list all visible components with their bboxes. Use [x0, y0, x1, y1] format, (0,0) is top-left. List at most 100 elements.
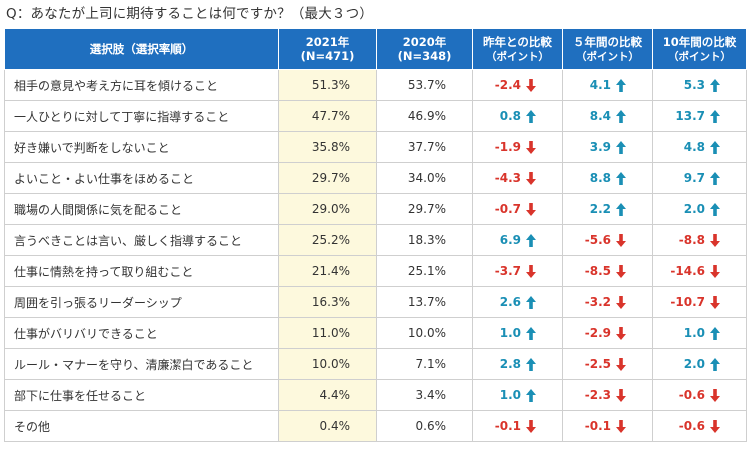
arrow-down-icon — [526, 140, 536, 154]
arrow-up-icon — [710, 140, 720, 154]
diff-10y-cell: 5.3 — [652, 69, 747, 101]
arrow-down-icon — [526, 171, 536, 185]
diff-5y-value: -2.3 — [584, 388, 611, 403]
diff-10y-value: 13.7 — [675, 109, 705, 124]
diff-10y-cell: -14.6 — [652, 255, 747, 287]
diff-5y-value: 2.2 — [589, 202, 611, 217]
diff-10y-value: 1.0 — [683, 326, 705, 341]
diff-5y-value: -2.9 — [584, 326, 611, 341]
diff-5y-cell: 4.1 — [562, 69, 653, 101]
header-2020: 2020年 (N=348) — [376, 28, 473, 70]
header-diff-10y: 10年間の比較 （ポイント） — [652, 28, 747, 70]
diff-10y-cell: 2.0 — [652, 348, 747, 380]
arrow-down-icon — [710, 419, 720, 433]
diff-5y-value: -3.2 — [584, 295, 611, 310]
row-label: 周囲を引っ張るリーダーシップ — [4, 286, 279, 318]
arrow-up-icon — [710, 78, 720, 92]
diff-5y-value: 8.8 — [589, 171, 611, 186]
diff-prev-cell: 0.8 — [472, 100, 563, 132]
row-label: 言うべきことは言い、厳しく指導すること — [4, 224, 279, 256]
value-2021: 4.4% — [278, 379, 377, 411]
row-label: よいこと・よい仕事をほめること — [4, 162, 279, 194]
table-row: その他 0.4% 0.6% -0.1 -0.1 -0.6 — [4, 410, 747, 442]
table-row: 職場の人間関係に気を配ること 29.0% 29.7% -0.7 2.2 2.0 — [4, 193, 747, 225]
diff-5y-cell: -0.1 — [562, 410, 653, 442]
arrow-down-icon — [526, 264, 536, 278]
arrow-up-icon — [526, 357, 536, 371]
arrow-down-icon — [710, 264, 720, 278]
value-2020: 10.0% — [376, 317, 473, 349]
diff-prev-cell: 6.9 — [472, 224, 563, 256]
diff-prev-cell: 2.8 — [472, 348, 563, 380]
row-label: ルール・マナーを守り、清廉潔白であること — [4, 348, 279, 380]
value-2021: 25.2% — [278, 224, 377, 256]
diff-prev-cell: -1.9 — [472, 131, 563, 163]
diff-10y-value: 4.8 — [683, 140, 705, 155]
table-row: 好き嫌いで判断をしないこと 35.8% 37.7% -1.9 3.9 4.8 — [4, 131, 747, 163]
value-2020: 7.1% — [376, 348, 473, 380]
arrow-down-icon — [526, 78, 536, 92]
header-diff-prev: 昨年との比較 （ポイント） — [472, 28, 563, 70]
header-2021: 2021年 (N=471) — [278, 28, 377, 70]
arrow-down-icon — [526, 419, 536, 433]
diff-10y-value: -0.6 — [678, 388, 705, 403]
arrow-down-icon — [616, 357, 626, 371]
value-2021: 11.0% — [278, 317, 377, 349]
arrow-up-icon — [526, 295, 536, 309]
diff-prev-value: 2.8 — [499, 357, 521, 372]
diff-10y-value: -10.7 — [670, 295, 705, 310]
diff-10y-cell: -10.7 — [652, 286, 747, 318]
table-header-row: 選択肢（選択率順） 2021年 (N=471) 2020年 (N=348) 昨年との… — [4, 28, 747, 70]
arrow-down-icon — [710, 233, 720, 247]
diff-5y-value: -8.5 — [584, 264, 611, 279]
diff-10y-cell: 9.7 — [652, 162, 747, 194]
table-row: 一人ひとりに対して丁寧に指導すること 47.7% 46.9% 0.8 8.4 13.7 — [4, 100, 747, 132]
value-2021: 29.0% — [278, 193, 377, 225]
diff-5y-cell: -3.2 — [562, 286, 653, 318]
question-title: Q：あなたが上司に期待することは何ですか？（最大３つ） — [6, 6, 374, 22]
value-2020: 37.7% — [376, 131, 473, 163]
arrow-down-icon — [710, 295, 720, 309]
diff-prev-cell: -3.7 — [472, 255, 563, 287]
arrow-up-icon — [710, 326, 720, 340]
value-2020: 29.7% — [376, 193, 473, 225]
arrow-up-icon — [616, 202, 626, 216]
diff-prev-value: 6.9 — [499, 233, 521, 248]
value-2021: 29.7% — [278, 162, 377, 194]
table-row: 相手の意見や考え方に耳を傾けること 51.3% 53.7% -2.4 4.1 5.3 — [4, 69, 747, 101]
table-row: ルール・マナーを守り、清廉潔白であること 10.0% 7.1% 2.8 -2.5 2.0 — [4, 348, 747, 380]
diff-10y-cell: -0.6 — [652, 379, 747, 411]
diff-5y-cell: -2.9 — [562, 317, 653, 349]
diff-10y-value: 5.3 — [683, 78, 705, 93]
arrow-up-icon — [616, 78, 626, 92]
arrow-down-icon — [616, 295, 626, 309]
arrow-up-icon — [710, 109, 720, 123]
arrow-up-icon — [526, 109, 536, 123]
diff-prev-value: 1.0 — [499, 326, 521, 341]
value-2020: 34.0% — [376, 162, 473, 194]
diff-5y-value: 4.1 — [589, 78, 611, 93]
row-label: 仕事に情熱を持って取り組むこと — [4, 255, 279, 287]
diff-5y-cell: -2.5 — [562, 348, 653, 380]
diff-5y-value: -2.5 — [584, 357, 611, 372]
diff-prev-cell: 1.0 — [472, 379, 563, 411]
value-2020: 18.3% — [376, 224, 473, 256]
arrow-down-icon — [526, 202, 536, 216]
diff-5y-value: 8.4 — [589, 109, 611, 124]
value-2020: 0.6% — [376, 410, 473, 442]
table-row: 仕事がバリバリできること 11.0% 10.0% 1.0 -2.9 1.0 — [4, 317, 747, 349]
header-item: 選択肢（選択率順） — [4, 28, 279, 70]
arrow-up-icon — [526, 326, 536, 340]
table-row: 仕事に情熱を持って取り組むこと 21.4% 25.1% -3.7 -8.5 -14.6 — [4, 255, 747, 287]
header-diff-5y: ５年間の比較 （ポイント） — [562, 28, 653, 70]
diff-prev-cell: -2.4 — [472, 69, 563, 101]
arrow-down-icon — [616, 264, 626, 278]
diff-5y-cell: 2.2 — [562, 193, 653, 225]
diff-10y-value: 2.0 — [683, 357, 705, 372]
diff-prev-cell: -0.1 — [472, 410, 563, 442]
table-row: よいこと・よい仕事をほめること 29.7% 34.0% -4.3 8.8 9.7 — [4, 162, 747, 194]
diff-10y-value: -8.8 — [678, 233, 705, 248]
diff-5y-cell: 8.4 — [562, 100, 653, 132]
arrow-down-icon — [710, 388, 720, 402]
diff-prev-cell: 2.6 — [472, 286, 563, 318]
